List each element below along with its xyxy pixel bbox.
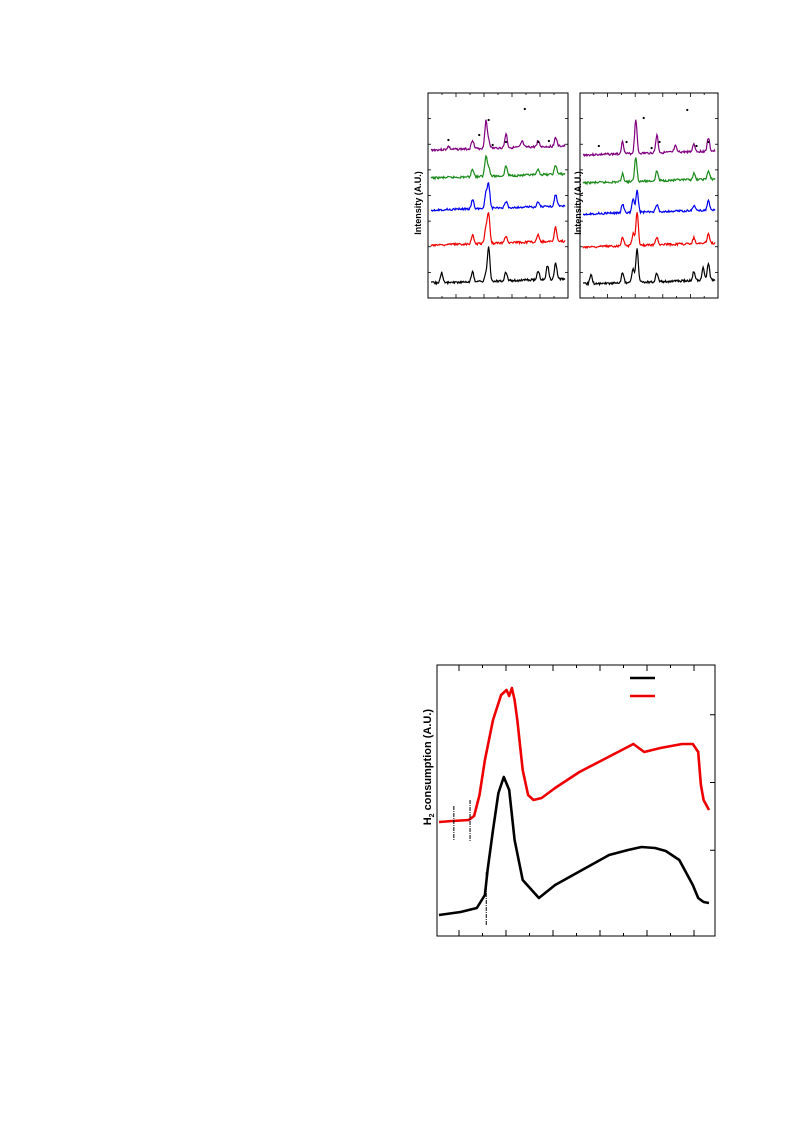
- peak-marker: [504, 140, 508, 144]
- xrd-right-chart: [579, 92, 719, 299]
- peak-marker: [547, 139, 551, 143]
- peak-marker: [642, 116, 645, 120]
- peak-marker: [478, 133, 481, 137]
- peak-marker: [686, 108, 689, 112]
- tpr-series-line: [438, 686, 711, 824]
- xrd-series-line: [582, 119, 716, 158]
- xrd-series-line: [430, 211, 566, 248]
- tpr-chart: [436, 664, 716, 937]
- peak-marker: [523, 107, 526, 111]
- xrd-series-line: [582, 189, 716, 216]
- xrd-series-line: [583, 248, 716, 287]
- tpr-series-line: [438, 775, 710, 917]
- peak-marker: [650, 146, 653, 150]
- xrd-series-line: [582, 212, 716, 250]
- xrd-right-panel: Intensity (A.U.): [566, 88, 726, 306]
- xrd-series-line: [430, 119, 566, 153]
- xrd-series-line: [431, 246, 566, 286]
- peak-marker: [447, 138, 450, 142]
- peak-marker: [625, 140, 628, 144]
- peak-marker: [658, 140, 661, 144]
- xrd-series-line: [582, 157, 716, 186]
- plot-frame: [579, 92, 719, 299]
- peak-marker: [537, 140, 540, 144]
- peak-marker: [491, 143, 494, 147]
- peak-marker: [707, 140, 710, 144]
- tpr-panel: H2 consumption (A.U.): [412, 660, 722, 945]
- xrd-left-chart: [427, 92, 569, 299]
- xrd-left-panel: Intensity (A.U.): [413, 88, 574, 306]
- peak-marker: [695, 144, 698, 148]
- xrd-series-line: [430, 154, 566, 181]
- peak-marker: [597, 144, 600, 148]
- peak-marker: [487, 118, 490, 122]
- xrd-series-line: [430, 181, 566, 212]
